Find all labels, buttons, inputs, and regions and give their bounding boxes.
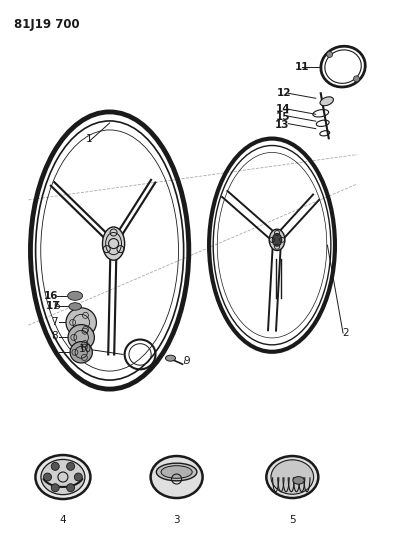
Ellipse shape xyxy=(102,227,124,260)
Ellipse shape xyxy=(272,233,281,246)
Text: 9: 9 xyxy=(183,356,190,366)
Text: 16: 16 xyxy=(43,291,58,301)
Text: 6: 6 xyxy=(53,302,60,311)
Ellipse shape xyxy=(68,292,82,300)
Text: 7: 7 xyxy=(51,318,58,327)
Text: 13: 13 xyxy=(274,120,289,130)
Text: 81J19 700: 81J19 700 xyxy=(14,18,79,31)
Circle shape xyxy=(326,52,332,58)
Ellipse shape xyxy=(70,342,92,363)
Ellipse shape xyxy=(319,97,333,106)
Text: 14: 14 xyxy=(275,104,290,114)
Text: 15: 15 xyxy=(275,112,290,122)
Circle shape xyxy=(66,484,75,492)
Ellipse shape xyxy=(69,303,81,310)
Circle shape xyxy=(353,76,358,82)
Text: 5: 5 xyxy=(288,515,295,524)
Text: 12: 12 xyxy=(276,88,291,98)
Ellipse shape xyxy=(270,460,313,494)
Circle shape xyxy=(74,473,82,481)
Circle shape xyxy=(51,462,59,470)
Ellipse shape xyxy=(41,459,85,495)
Text: 4: 4 xyxy=(60,515,66,524)
Ellipse shape xyxy=(266,456,318,498)
Ellipse shape xyxy=(66,308,96,337)
Text: 1: 1 xyxy=(86,134,92,143)
Text: 11: 11 xyxy=(294,62,309,71)
Ellipse shape xyxy=(292,477,303,484)
Circle shape xyxy=(43,473,51,481)
Ellipse shape xyxy=(35,455,90,499)
Ellipse shape xyxy=(156,463,196,481)
Ellipse shape xyxy=(165,355,175,361)
Ellipse shape xyxy=(161,466,192,478)
Text: 17: 17 xyxy=(45,302,60,311)
Text: 2: 2 xyxy=(341,328,347,338)
Circle shape xyxy=(51,484,59,492)
Ellipse shape xyxy=(150,456,202,498)
Text: 10: 10 xyxy=(79,344,92,354)
Ellipse shape xyxy=(68,325,94,350)
Text: 8: 8 xyxy=(51,331,58,341)
Circle shape xyxy=(66,462,75,470)
Text: 3: 3 xyxy=(173,515,179,524)
Ellipse shape xyxy=(269,229,284,251)
